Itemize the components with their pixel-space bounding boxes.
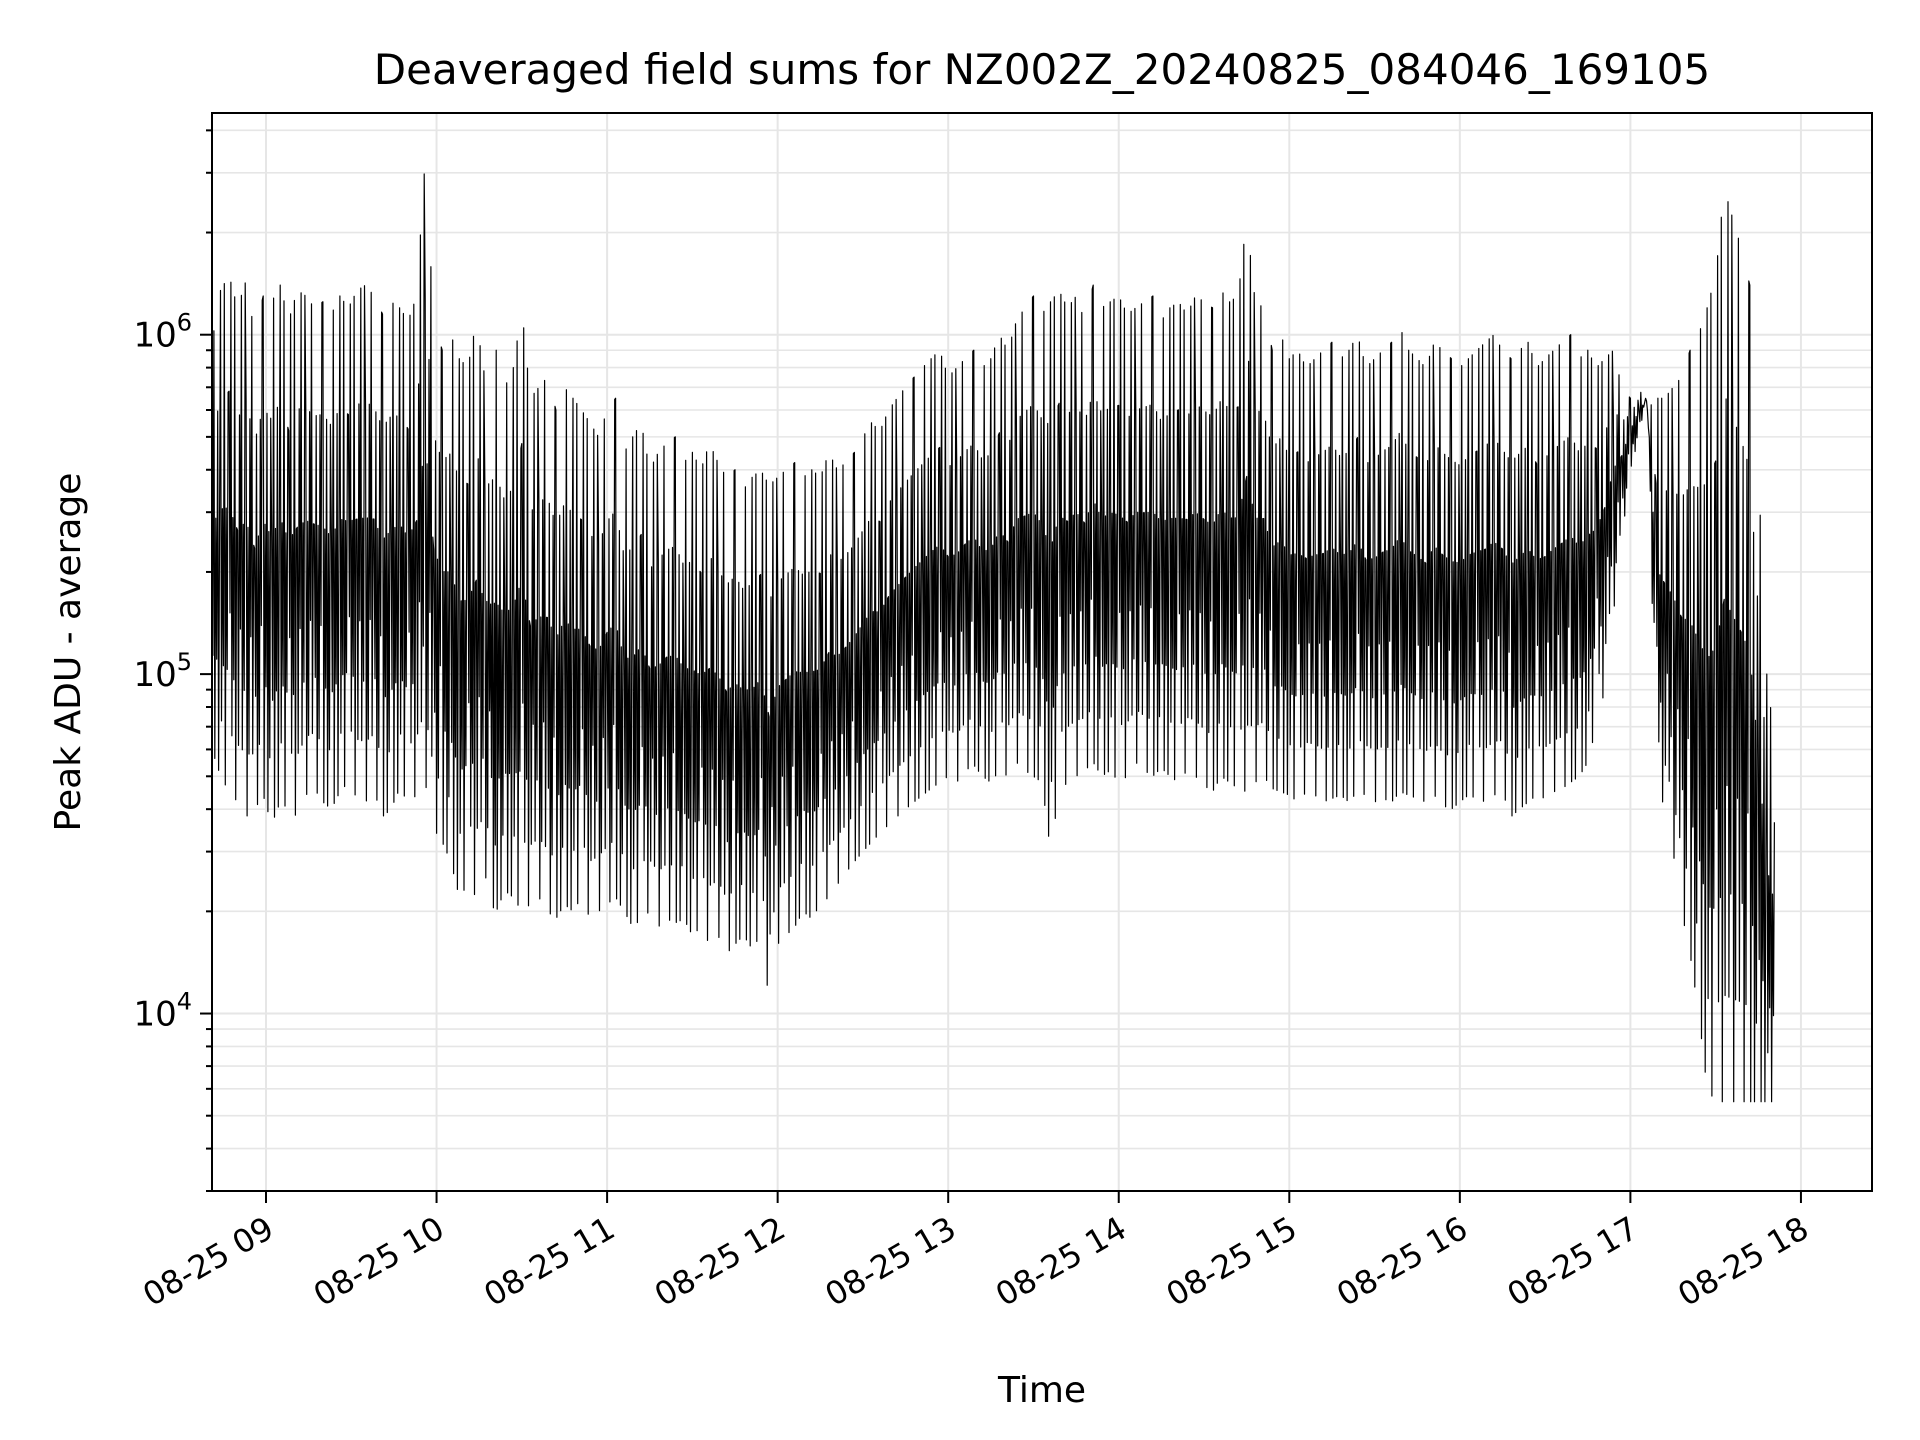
x-axis-label: Time (997, 1370, 1086, 1411)
series-line-group (211, 173, 1775, 1103)
chart-title: Deaveraged field sums for NZ002Z_2024082… (374, 45, 1710, 94)
plot-area-frame (211, 112, 1873, 1192)
y-axis: 104 105 106 (133, 129, 212, 1192)
series-line (211, 173, 1775, 1103)
y-tick-label: 104 (133, 988, 192, 1035)
y-tick-label: 105 (133, 648, 192, 695)
y-tick-label: 106 (133, 309, 192, 356)
y-axis-label: Peak ADU - average (48, 473, 89, 832)
